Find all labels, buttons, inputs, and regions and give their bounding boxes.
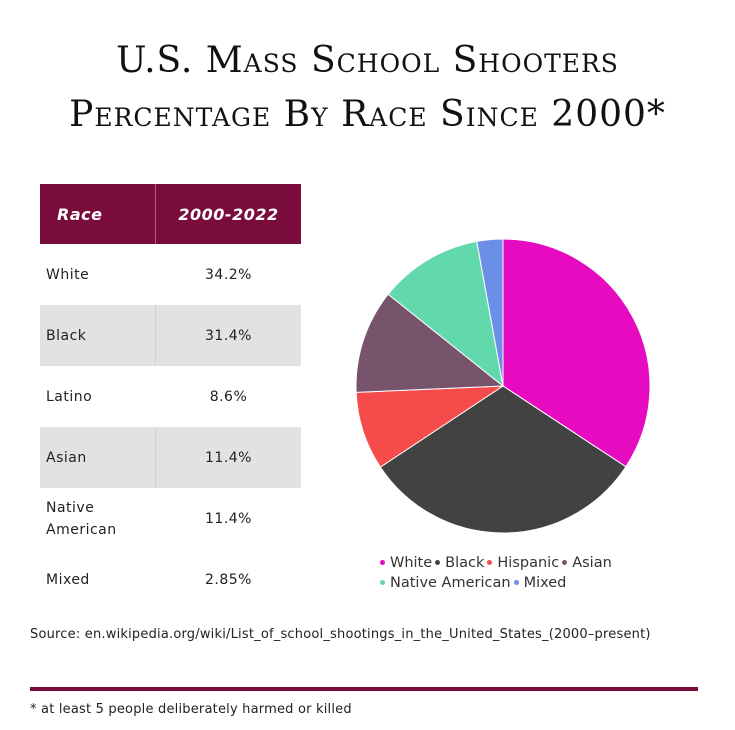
- legend-swatch: [562, 559, 568, 565]
- legend-swatch: [513, 579, 519, 585]
- row-race: White: [46, 266, 90, 283]
- row-race: Mixed: [46, 571, 90, 588]
- chart-title-line-1: U.S. Mass School Shooters: [116, 40, 619, 81]
- legend-label: Native American: [390, 575, 511, 591]
- table-header-row: Race 2000-2022: [40, 184, 301, 244]
- legend-label: Asian: [572, 555, 612, 571]
- row-race: Black: [40, 305, 156, 366]
- pie-legend: White Black Hispanic Asian Native American Mi…: [380, 553, 670, 593]
- legend-swatch: [487, 559, 493, 565]
- row-value: 31.4%: [155, 305, 301, 366]
- row-race: Native American: [46, 499, 117, 538]
- legend-item-black: Black: [435, 553, 484, 573]
- row-value: 11.4%: [155, 488, 301, 549]
- legend-item-native-american: Native American: [380, 573, 511, 593]
- table-row: Black 31.4%: [40, 305, 301, 366]
- table-row: Mixed 2.85%: [40, 549, 301, 610]
- row-value: 34.2%: [155, 244, 301, 305]
- footnote: * at least 5 people deliberately harmed …: [30, 702, 352, 717]
- legend-swatch: [380, 559, 385, 565]
- chart-title-line-2: Percentage By Race Since 2000*: [69, 94, 666, 135]
- table-row: Latino 8.6%: [40, 366, 301, 427]
- row-value: 8.6%: [155, 366, 301, 427]
- source-note: Source: en.wikipedia.org/wiki/List_of_sc…: [30, 627, 651, 642]
- table-row: White 34.2%: [40, 244, 301, 305]
- legend-label: Mixed: [523, 575, 567, 591]
- header-period: 2000-2022: [155, 184, 301, 244]
- table-row: Asian 11.4%: [40, 427, 301, 488]
- row-value: 11.4%: [155, 427, 301, 488]
- pie-slice-asian: [355, 293, 505, 393]
- legend-label: White: [390, 555, 433, 571]
- row-race: Latino: [46, 388, 93, 405]
- pie-slice-black: [379, 385, 627, 534]
- header-race: Race: [40, 184, 156, 244]
- table-row: Native American 11.4%: [40, 488, 301, 549]
- row-race: Asian: [40, 427, 156, 488]
- legend-item-hispanic: Hispanic: [487, 553, 559, 573]
- legend-swatch: [435, 559, 441, 565]
- pie-slice-native-american: [387, 240, 504, 388]
- legend-item-white: White: [380, 553, 432, 573]
- legend-label: Hispanic: [497, 555, 560, 571]
- race-table: Race 2000-2022 White 34.2% Black 31.4% L…: [40, 184, 301, 610]
- legend-swatch: [380, 579, 385, 585]
- divider: [30, 687, 698, 691]
- legend-label: Black: [445, 555, 485, 571]
- legend-item-asian: Asian: [562, 553, 612, 573]
- row-value: 2.85%: [155, 549, 301, 610]
- pie-chart: [355, 238, 651, 534]
- legend-item-mixed: Mixed: [513, 573, 567, 593]
- pie-slice-mixed: [476, 238, 504, 387]
